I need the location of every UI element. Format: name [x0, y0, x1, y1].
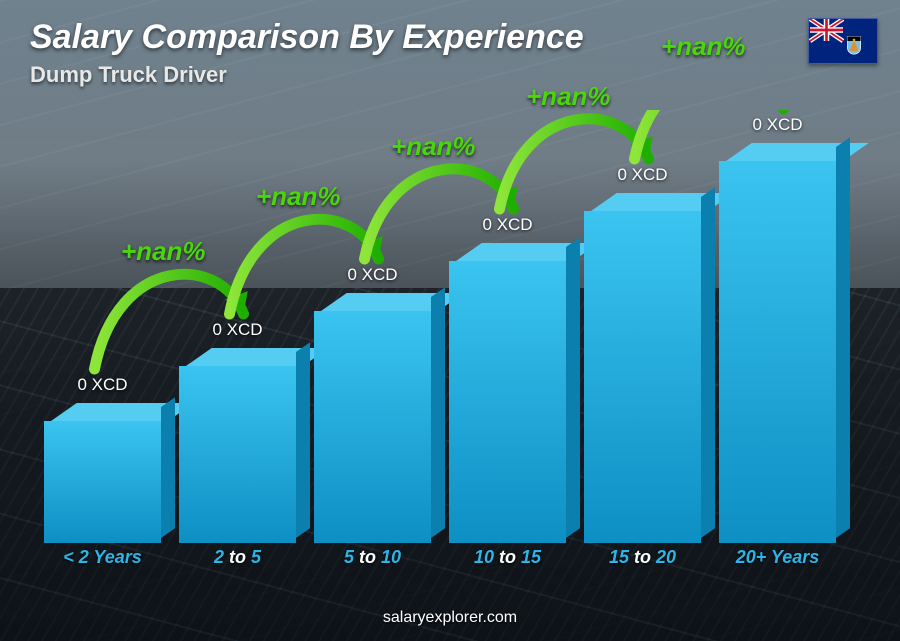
delta-label: +nan%: [526, 81, 611, 112]
bar-value-label: 0 XCD: [212, 320, 262, 340]
x-axis: < 2 Years 2 to 5 5 to 10 10 to 15 15 to 20 20…: [40, 547, 840, 571]
x-axis-label: 2 to 5: [179, 547, 296, 571]
country-flag-icon: [808, 18, 878, 64]
bar: 0 XCD: [179, 320, 296, 543]
bar-chart: 0 XCD 0 XCD 0 XCD 0 XCD 0 XCD 0 XCD < 2 Years…: [40, 110, 840, 571]
x-axis-label: 5 to 10: [314, 547, 431, 571]
infographic-root: Salary Comparison By Experience Dump Tru…: [0, 0, 900, 641]
delta-label: +nan%: [121, 236, 206, 267]
bar-value-label: 0 XCD: [617, 165, 667, 185]
bars-container: 0 XCD 0 XCD 0 XCD 0 XCD 0 XCD 0 XCD: [40, 110, 840, 543]
bar-value-label: 0 XCD: [347, 265, 397, 285]
x-axis-label: 10 to 15: [449, 547, 566, 571]
bar: 0 XCD: [44, 375, 161, 543]
bar: 0 XCD: [719, 115, 836, 543]
x-axis-label: < 2 Years: [44, 547, 161, 571]
bar: 0 XCD: [449, 215, 566, 543]
bar-value-label: 0 XCD: [482, 215, 532, 235]
bar-value-label: 0 XCD: [752, 115, 802, 135]
bar: 0 XCD: [584, 165, 701, 543]
delta-label: +nan%: [391, 131, 476, 162]
x-axis-label: 20+ Years: [719, 547, 836, 571]
page-subtitle: Dump Truck Driver: [30, 62, 227, 88]
x-axis-label: 15 to 20: [584, 547, 701, 571]
footer-credit: salaryexplorer.com: [0, 609, 900, 627]
page-title: Salary Comparison By Experience: [30, 18, 584, 57]
bar: 0 XCD: [314, 265, 431, 543]
bar-value-label: 0 XCD: [77, 375, 127, 395]
delta-label: +nan%: [661, 31, 746, 62]
delta-label: +nan%: [256, 181, 341, 212]
